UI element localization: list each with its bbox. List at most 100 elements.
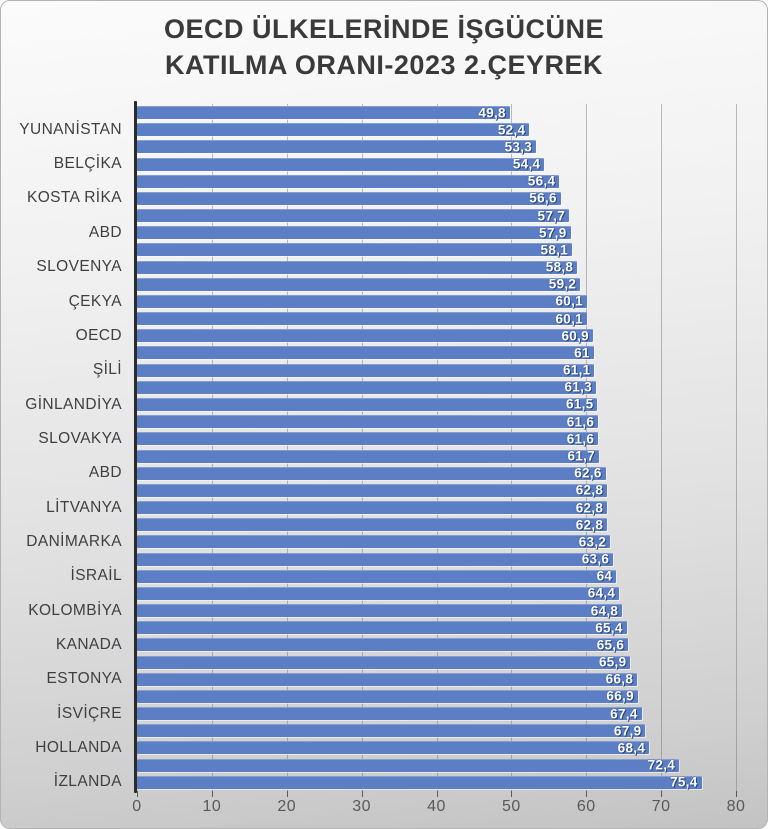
bar: 62,8: [137, 500, 608, 515]
bar-row: 66,8: [137, 671, 736, 688]
bar-value-label: 62,8: [575, 482, 604, 498]
bar: 64,8: [137, 603, 623, 619]
bar: 54,4: [137, 157, 545, 172]
bar: 62,8: [137, 517, 608, 533]
category-label: KOSTA RİKA: [26, 189, 122, 207]
bar-row: 75,4: [137, 774, 736, 791]
bar: 58,8: [137, 259, 578, 275]
bar-row: 61,7: [137, 448, 736, 465]
category-label: GİNLANDİYA: [25, 395, 122, 413]
bar: 61,6: [137, 431, 599, 446]
bar: 65,9: [137, 654, 631, 670]
bar-row: 61: [137, 344, 736, 361]
category-label: ABD: [88, 223, 122, 241]
x-tickmark-50: [511, 791, 513, 797]
x-tickmark-0: [137, 791, 138, 797]
bar-row: 68,4: [137, 739, 736, 756]
bar-value-label: 64,4: [587, 585, 616, 601]
bar-row: 67,9: [137, 722, 736, 739]
bar-value-label: 64: [596, 568, 613, 584]
x-tick-label-40: 40: [427, 798, 446, 815]
x-tick-label-50: 50: [501, 798, 521, 815]
category-label: KANADA: [55, 636, 122, 654]
chart-title-line1: OECD ÜLKELERİNDE İŞGÜCÜNE: [163, 14, 605, 44]
bar-row: 67,4: [137, 705, 736, 722]
x-tickmark-60: [586, 791, 588, 797]
bar: 60,9: [137, 328, 593, 343]
bar-value-label: 60,1: [555, 293, 583, 309]
bar-value-label: 49,8: [478, 105, 506, 120]
category-label: OECD: [75, 326, 122, 344]
bar-row: 58,8: [137, 259, 736, 276]
bar: 65,6: [137, 637, 629, 652]
bar: 61,7: [137, 449, 599, 464]
bar: 61,5: [137, 397, 598, 412]
category-label: KOLOMBİYA: [28, 601, 122, 619]
bar-row: 61,5: [137, 396, 736, 413]
category-label: ABD: [88, 464, 122, 482]
category-label: ŞİLİ: [92, 361, 122, 379]
bar-value-label: 75,4: [670, 774, 698, 790]
bar-value-label: 57,9: [539, 225, 567, 241]
bar-row: 62,8: [137, 516, 736, 533]
bar-row: 65,6: [137, 636, 736, 653]
bar-row: 64,4: [137, 585, 736, 602]
chart-title-line2: KATILMA ORANI-2023 2.ÇEYREK: [164, 50, 604, 80]
gridline-80: [736, 104, 737, 791]
bar-row: 60,1: [137, 310, 736, 327]
bar-row: 61,6: [137, 413, 736, 430]
bar-value-label: 66,9: [606, 688, 634, 704]
bar-row: 56,6: [137, 190, 736, 207]
bar: 68,4: [137, 740, 650, 756]
x-tick-label-20: 20: [277, 798, 297, 815]
x-tick-label-60: 60: [576, 798, 596, 815]
x-tick-label-10: 10: [202, 798, 222, 815]
x-tickmark-10: [211, 791, 213, 797]
bar-value-label: 63,6: [581, 551, 610, 567]
bar-value-label: 65,9: [598, 654, 627, 670]
bar-value-label: 58,8: [545, 259, 574, 275]
bar: 59,2: [137, 276, 581, 292]
bar-row: 57,7: [137, 207, 736, 224]
bar: 62,6: [137, 466, 606, 481]
bar-row: 49,8: [137, 104, 736, 121]
bar-row: 64: [137, 568, 736, 585]
bar-value-label: 60,1: [555, 311, 583, 327]
bar: 62,8: [137, 482, 608, 498]
bar-value-label: 56,4: [527, 173, 556, 189]
bar: 67,4: [137, 706, 642, 722]
bar-value-label: 67,4: [610, 706, 638, 722]
bar-row: 54,4: [137, 156, 736, 173]
x-tick-label-0: 0: [132, 798, 142, 815]
bar-row: 66,9: [137, 688, 736, 705]
bar-value-label: 61,3: [564, 379, 592, 395]
bar: 64: [137, 568, 617, 584]
x-tickmark-80: [736, 791, 737, 797]
bar: 49,8: [137, 105, 510, 120]
bar-value-label: 64,8: [590, 603, 619, 619]
bar: 58,1: [137, 242, 573, 258]
bar-value-label: 65,4: [595, 620, 623, 636]
bar-value-label: 58,1: [540, 242, 569, 258]
bar: 61,3: [137, 379, 596, 395]
bar-row: 72,4: [137, 757, 736, 774]
bar-value-label: 62,8: [575, 517, 604, 533]
bar: 61,6: [137, 414, 599, 430]
bar: 65,4: [137, 620, 627, 636]
bar: 63,2: [137, 534, 611, 549]
category-label: HOLLANDA: [35, 739, 122, 757]
bar-value-label: 59,2: [548, 276, 577, 292]
category-label: ESTONYA: [46, 670, 122, 688]
gridline-20: [286, 104, 288, 791]
bar-value-label: 61,6: [566, 414, 595, 430]
bar-row: 62,8: [137, 482, 736, 499]
bar-value-label: 68,4: [617, 740, 646, 756]
bar: 75,4: [137, 774, 702, 790]
category-label: İSVİÇRE: [57, 704, 122, 722]
bar: 63,6: [137, 551, 614, 567]
category-label: LİTVANYA: [46, 498, 122, 516]
x-tick-label-70: 70: [651, 798, 671, 815]
gridline-30: [361, 104, 363, 791]
bar-value-label: 72,4: [647, 757, 676, 773]
